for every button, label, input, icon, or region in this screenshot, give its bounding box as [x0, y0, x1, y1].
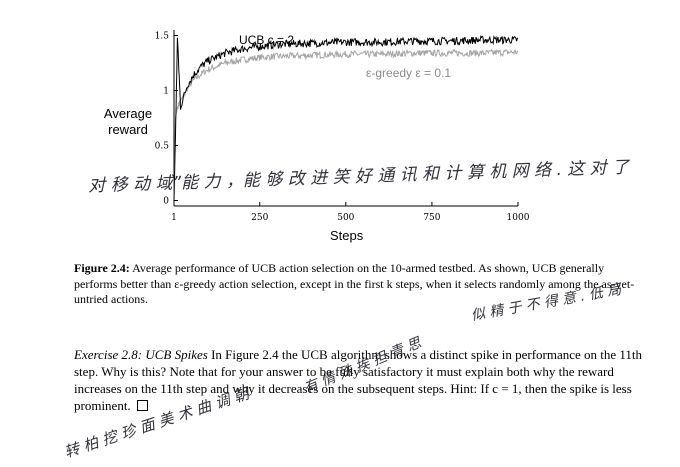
- x-tick-label: 750: [423, 213, 440, 223]
- x-axis-label: Steps: [330, 228, 364, 243]
- y-tick-label: 1: [163, 87, 169, 97]
- x-tick-label: 500: [337, 213, 354, 223]
- x-tick-label: 250: [251, 213, 268, 223]
- caption-text: Average performance of UCB action select…: [74, 261, 635, 306]
- exercise-paragraph: Exercise 2.8: UCB Spikes In Figure 2.4 t…: [74, 346, 654, 414]
- series-lines: [173, 34, 519, 201]
- y-tick-label: 1.5: [155, 32, 170, 42]
- x-tick-label: 1: [171, 213, 177, 223]
- ucb-vs-epsilon-greedy-chart: 1 250 500 750 1000 0 0.5 1 1.5 UCB c = 2 ε-greed…: [104, 30, 530, 243]
- x-tick-label: 1000: [507, 213, 530, 223]
- figure-caption: Figure 2.4: Average performance of UCB a…: [74, 261, 644, 308]
- exercise-title: Exercise 2.8: UCB Spikes: [74, 347, 208, 362]
- caption-lead: Figure 2.4:: [74, 261, 130, 275]
- y-tick-label: 0.5: [155, 142, 170, 152]
- y-tick-label: 0: [163, 197, 169, 207]
- series-epsilon-greedy-line: [173, 48, 519, 201]
- tick-labels: 1 250 500 750 1000 0 0.5 1 1.5: [155, 32, 530, 224]
- exercise-text: In Figure 2.4 the UCB algorithm shows a …: [74, 347, 643, 413]
- qed-box: [136, 400, 148, 411]
- y-axis-label: Average reward: [104, 106, 152, 137]
- series-ucb-line: [173, 34, 519, 201]
- legend-ucb: UCB c = 2: [239, 33, 294, 47]
- legend-epsilon-greedy: ε-greedy ε = 0.1: [366, 66, 451, 80]
